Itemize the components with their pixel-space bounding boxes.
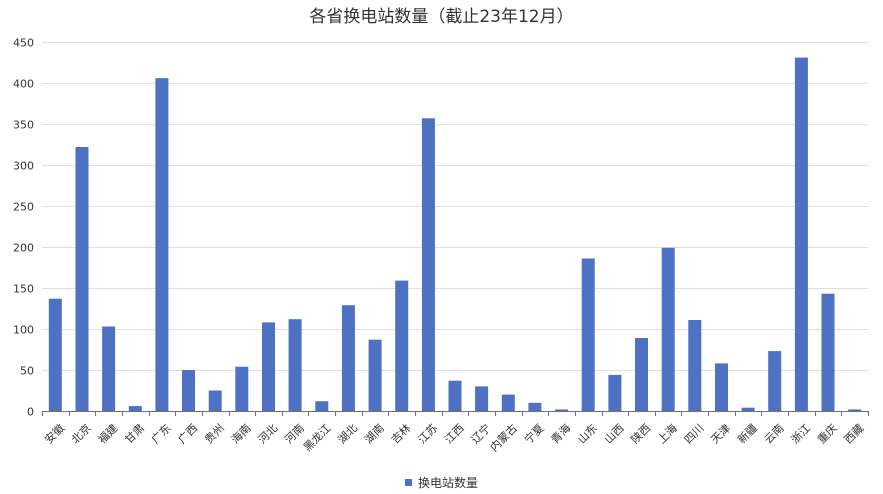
y-tick-label: 350 bbox=[13, 119, 34, 132]
bar[interactable] bbox=[235, 366, 249, 411]
bar[interactable] bbox=[635, 338, 648, 411]
x-tick-label: 河北 bbox=[256, 422, 281, 447]
x-tick-label: 安徽 bbox=[42, 421, 67, 446]
bar[interactable] bbox=[155, 78, 169, 411]
bar[interactable] bbox=[794, 57, 808, 411]
x-tick-label: 海南 bbox=[228, 421, 253, 446]
bar[interactable] bbox=[448, 380, 462, 411]
bar[interactable] bbox=[48, 298, 62, 411]
bar[interactable] bbox=[341, 305, 355, 411]
chart-title: 各省换电站数量（截止23年12月） bbox=[309, 7, 573, 27]
y-tick-label: 200 bbox=[13, 242, 34, 255]
y-tick-label: 400 bbox=[13, 78, 34, 91]
bar[interactable] bbox=[661, 247, 675, 411]
x-tick-label: 青海 bbox=[548, 421, 573, 446]
bar[interactable] bbox=[608, 374, 622, 411]
bar[interactable] bbox=[715, 363, 728, 411]
bar[interactable] bbox=[555, 409, 569, 411]
bar[interactable] bbox=[315, 401, 329, 411]
bar[interactable] bbox=[128, 406, 142, 411]
x-tick-label: 新疆 bbox=[734, 421, 759, 446]
x-tick-label: 四川 bbox=[682, 422, 707, 447]
axis-layer: 0 50 100 150 200 250 300 350 400 450 安徽 北京 福建 甘肃 广东 广西贵… bbox=[13, 37, 869, 455]
x-tick-label: 广西 bbox=[176, 422, 201, 447]
grid-layer bbox=[42, 42, 868, 371]
x-tick-label: 山东 bbox=[575, 422, 600, 447]
bar[interactable] bbox=[288, 319, 302, 411]
bar[interactable] bbox=[501, 394, 515, 411]
bar[interactable] bbox=[102, 326, 116, 412]
legend[interactable]: 换电站数量 bbox=[405, 475, 478, 490]
bar[interactable] bbox=[848, 409, 862, 411]
x-tick-label: 贵州 bbox=[202, 422, 227, 447]
y-tick-label: 450 bbox=[13, 37, 34, 50]
x-tick-label: 重庆 bbox=[814, 421, 839, 446]
x-tick-label: 上海 bbox=[654, 421, 679, 446]
legend-label[interactable]: 换电站数量 bbox=[418, 475, 478, 490]
x-tick-label: 山西 bbox=[602, 422, 627, 447]
x-tick-label: 陕西 bbox=[628, 421, 653, 446]
y-tick-label: 100 bbox=[13, 324, 34, 337]
bar[interactable] bbox=[208, 390, 222, 412]
x-tick-label: 北京 bbox=[68, 421, 93, 446]
x-tick-label: 内蒙古 bbox=[487, 421, 520, 454]
bar[interactable] bbox=[581, 258, 595, 412]
bar[interactable] bbox=[75, 147, 89, 411]
x-tick-label: 浙江 bbox=[788, 422, 813, 447]
bar[interactable] bbox=[741, 407, 755, 411]
x-tick-label: 江苏 bbox=[415, 422, 440, 447]
bar-layer bbox=[48, 57, 862, 412]
x-tick-label: 湖南 bbox=[362, 422, 387, 447]
legend-swatch[interactable] bbox=[405, 479, 412, 486]
x-tick-label: 福建 bbox=[95, 421, 120, 446]
x-tick-label: 西藏 bbox=[842, 422, 867, 447]
x-tick-label: 宁夏 bbox=[521, 421, 546, 446]
bar[interactable] bbox=[528, 402, 542, 411]
y-tick-label: 0 bbox=[27, 406, 34, 419]
x-tick-label: 吉林 bbox=[388, 421, 413, 446]
x-tick-label: 广东 bbox=[149, 422, 174, 447]
y-tick-label: 150 bbox=[13, 283, 34, 296]
bar[interactable] bbox=[768, 351, 782, 411]
y-tick-label: 300 bbox=[13, 160, 34, 173]
x-tick-label: 江西 bbox=[442, 422, 467, 447]
x-tick-label: 云南 bbox=[762, 422, 787, 447]
bar[interactable] bbox=[368, 339, 382, 411]
bar[interactable] bbox=[421, 118, 435, 412]
bar[interactable] bbox=[395, 280, 409, 411]
x-tick-label: 天津 bbox=[708, 422, 733, 447]
bar[interactable] bbox=[182, 370, 195, 411]
bar[interactable] bbox=[688, 320, 702, 411]
bar[interactable] bbox=[262, 322, 275, 411]
x-tick-label: 湖北 bbox=[335, 422, 360, 447]
y-tick-label: 50 bbox=[20, 365, 34, 378]
y-tick-label: 250 bbox=[13, 201, 34, 214]
bar[interactable] bbox=[821, 293, 835, 411]
bar[interactable] bbox=[475, 386, 489, 411]
x-tick-label: 甘肃 bbox=[122, 422, 147, 447]
x-tick-label: 黑龙江 bbox=[301, 422, 334, 455]
